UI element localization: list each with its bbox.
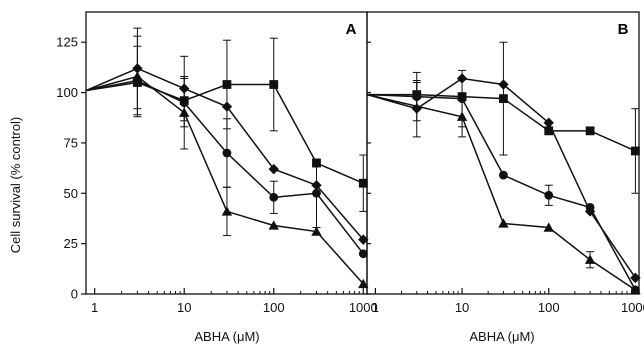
y-tick-label: 125 bbox=[56, 35, 78, 50]
data-point-square bbox=[179, 96, 189, 106]
series-line-square bbox=[85, 81, 364, 184]
data-point-circle bbox=[312, 188, 321, 198]
x-tick-label: 1 bbox=[372, 300, 379, 315]
data-point-square bbox=[499, 94, 508, 104]
data-point-square bbox=[585, 126, 595, 136]
series-line-circle bbox=[366, 93, 637, 291]
panel-a: A 1 10 100 1000 0 25 50 75 100 125 bbox=[56, 11, 378, 315]
x-axis-title-b: ABHA (μM) bbox=[469, 329, 534, 344]
data-point-diamond bbox=[311, 180, 322, 191]
data-point-circle bbox=[269, 192, 279, 202]
panel-label: A bbox=[346, 21, 357, 38]
data-point-circle bbox=[544, 190, 554, 200]
series-square bbox=[367, 41, 640, 194]
x-tick-label: 1000 bbox=[349, 300, 378, 315]
data-point-triangle bbox=[221, 206, 233, 216]
data-point-diamond bbox=[630, 272, 641, 284]
data-point-square bbox=[457, 92, 467, 101]
data-point-square bbox=[269, 80, 279, 89]
y-tick-label: 75 bbox=[64, 135, 78, 150]
data-point-triangle bbox=[584, 254, 596, 264]
data-point-triangle bbox=[543, 222, 554, 232]
data-point-square bbox=[631, 146, 640, 156]
data-point-diamond bbox=[456, 73, 468, 84]
y-tick-label: 25 bbox=[64, 236, 78, 251]
x-tick-label: 100 bbox=[538, 300, 560, 315]
x-tick-label: 10 bbox=[177, 300, 191, 315]
data-point-triangle bbox=[358, 278, 369, 289]
data-point-circle bbox=[499, 170, 508, 180]
data-point-circle bbox=[358, 249, 368, 259]
x-tick-label: 10 bbox=[455, 300, 469, 315]
series-square bbox=[85, 37, 368, 212]
data-point-square bbox=[544, 126, 554, 136]
panel-b: B 1 10 100 1000 bbox=[366, 11, 644, 315]
data-point-diamond bbox=[543, 117, 554, 128]
y-tick-label: 100 bbox=[56, 85, 78, 100]
data-point-triangle bbox=[268, 220, 279, 230]
data-point-square bbox=[312, 158, 321, 168]
y-tick-label: 50 bbox=[64, 186, 78, 201]
data-point-diamond bbox=[584, 206, 596, 217]
series-line-triangle bbox=[366, 93, 636, 291]
series-line-square bbox=[367, 93, 636, 152]
x-axis-title-a: ABHA (μM) bbox=[194, 329, 259, 344]
data-point-diamond bbox=[411, 103, 422, 114]
data-point-square bbox=[222, 80, 232, 89]
data-point-diamond bbox=[132, 63, 143, 74]
data-point-diamond bbox=[358, 234, 369, 245]
data-point-triangle bbox=[498, 218, 509, 228]
x-tick-label: 100 bbox=[263, 300, 285, 315]
panel-label: B bbox=[618, 21, 629, 38]
data-point-square bbox=[358, 178, 368, 188]
data-point-circle bbox=[222, 148, 232, 158]
data-point-square bbox=[412, 90, 422, 99]
data-point-triangle bbox=[311, 226, 322, 236]
data-point-square bbox=[132, 78, 142, 87]
data-point-diamond bbox=[179, 83, 190, 94]
y-tick-label: 0 bbox=[71, 287, 78, 302]
x-tick-label: 1 bbox=[91, 300, 98, 315]
y-axis-title: Cell survival (% control) bbox=[8, 117, 23, 254]
data-point-diamond bbox=[268, 163, 279, 175]
x-tick-label: 1000 bbox=[621, 300, 644, 315]
data-point-circle bbox=[631, 285, 640, 295]
